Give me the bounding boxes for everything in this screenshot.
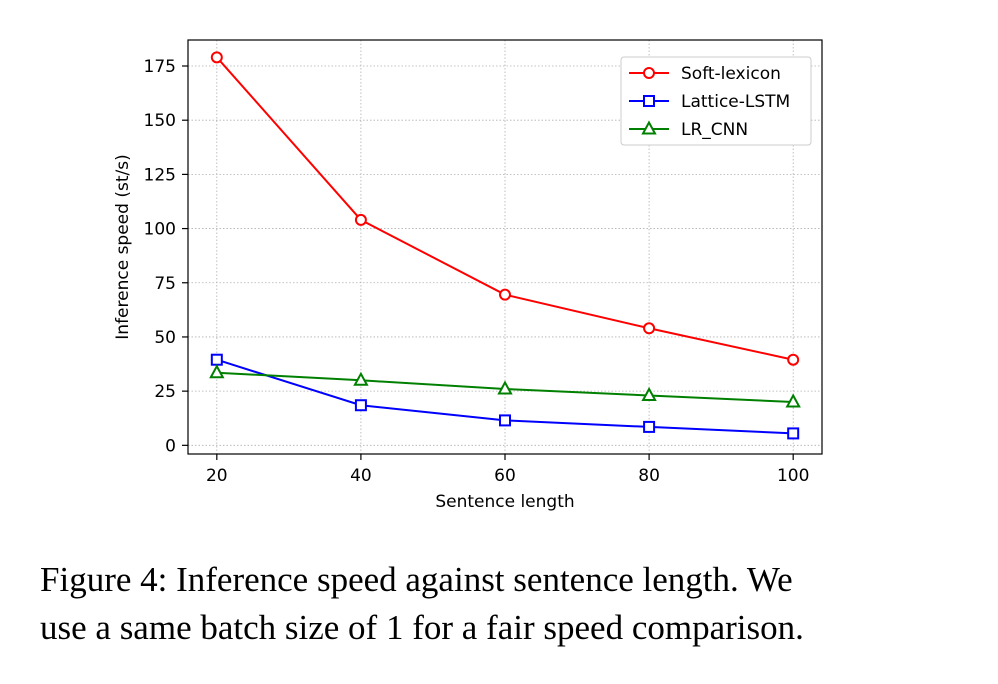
- series-soft-lexicon: [210, 51, 800, 366]
- legend-label: Soft-lexicon: [681, 64, 781, 84]
- x-tick-label: 80: [638, 466, 660, 486]
- data-point-soft-lexicon: [643, 322, 656, 335]
- x-tick-label: 60: [494, 466, 516, 486]
- legend-entry-lr-cnn: LR_CNN: [629, 120, 748, 140]
- data-point-lattice-lstm: [787, 427, 800, 440]
- data-point-soft-lexicon: [354, 213, 367, 226]
- data-point-soft-lexicon: [499, 288, 511, 301]
- legend-marker: [643, 67, 655, 79]
- line-chart: 0 25 50 75 100 125 150 175 20 40 60 80 100 Sentence l…: [113, 39, 823, 512]
- series-layer: [209, 51, 801, 440]
- y-tick-label: 175: [144, 57, 176, 77]
- data-point-lr-cnn: [353, 371, 369, 386]
- legend-label: LR_CNN: [681, 120, 748, 140]
- data-point-lattice-lstm: [354, 399, 367, 412]
- legend-marker: [643, 95, 655, 107]
- y-tick-label: 75: [154, 274, 176, 294]
- legend: Soft-lexicon Lattice-LSTM LR_CNN: [620, 56, 812, 146]
- legend-entry-lattice-lstm: Lattice-LSTM: [629, 92, 790, 112]
- data-point-lattice-lstm: [643, 420, 656, 433]
- y-tick-label: 125: [144, 165, 176, 185]
- x-axis-label: Sentence length: [435, 492, 574, 512]
- data-point-lr-cnn: [209, 364, 225, 379]
- x-tick-label: 40: [350, 466, 372, 486]
- y-tick-label: 50: [154, 328, 176, 348]
- series-lr-cnn: [209, 364, 801, 408]
- axes: 0 25 50 75 100 125 150 175 20 40 60 80 100 Sentence l…: [113, 39, 823, 512]
- legend-box: [620, 56, 812, 146]
- y-tick-label: 150: [144, 111, 176, 131]
- data-point-lattice-lstm: [210, 353, 223, 366]
- x-tick-label: 100: [777, 466, 809, 486]
- data-point-lr-cnn: [497, 380, 513, 395]
- x-tick-label: 20: [206, 466, 228, 486]
- grid: [188, 40, 822, 454]
- y-tick-label: 100: [144, 220, 176, 240]
- caption-line-2: use a same batch size of 1 for a fair sp…: [40, 608, 804, 647]
- data-point-soft-lexicon: [787, 353, 800, 366]
- y-tick-label: 25: [154, 382, 176, 402]
- legend-entry-soft-lexicon: Soft-lexicon: [629, 64, 781, 84]
- legend-label: Lattice-LSTM: [681, 92, 790, 112]
- figure-caption: Figure 4: Inference speed against senten…: [40, 556, 970, 652]
- data-point-soft-lexicon: [210, 51, 223, 64]
- legend-marker: [641, 120, 657, 135]
- data-point-lattice-lstm: [499, 414, 511, 427]
- y-axis-label: Inference speed (st/s): [113, 154, 133, 339]
- data-point-lr-cnn: [785, 393, 801, 408]
- y-tick-label: 0: [165, 436, 176, 456]
- caption-line-1: Figure 4: Inference speed against senten…: [40, 560, 793, 599]
- series-lattice-lstm: [210, 353, 800, 440]
- data-point-lr-cnn: [641, 386, 657, 401]
